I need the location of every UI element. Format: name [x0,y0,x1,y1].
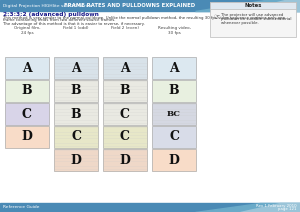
Bar [54,103,98,125]
Bar [152,103,196,125]
Bar [210,2,296,37]
Text: Reference Guide: Reference Guide [3,205,40,209]
Text: A: A [120,61,130,74]
Text: Digital Projection HIGHlite sxiii 3D Series: Digital Projection HIGHlite sxiii 3D Ser… [3,4,92,7]
Bar [152,149,196,171]
Text: BC: BC [167,110,181,118]
Text: D: D [120,153,130,166]
Bar [152,57,196,79]
Text: A: A [169,61,179,74]
Text: C: C [120,107,130,120]
Bar [103,57,147,79]
Polygon shape [195,0,300,11]
Text: Field 2 (even): Field 2 (even) [111,26,139,30]
Text: B: B [71,107,81,120]
Text: A: A [22,61,32,74]
Bar [152,80,196,102]
Bar [0,203,300,212]
Text: Rev 1 February 2010: Rev 1 February 2010 [256,204,297,208]
Text: FRAME RATES AND PULLDOWNS EXPLAINED: FRAME RATES AND PULLDOWNS EXPLAINED [64,3,196,8]
Bar [103,103,147,125]
Text: C: C [120,131,130,144]
Bar [54,126,98,148]
Text: C: C [71,131,81,144]
Text: frame containing fields from two different source frames.: frame containing fields from two differe… [3,18,116,22]
Text: B: B [22,85,32,98]
Text: This method is very similar to the normal pulldown. Unlike the normal pulldown m: This method is very similar to the norma… [3,15,285,20]
Bar [103,149,147,171]
Bar [54,57,98,79]
Text: The advantage of this method is that it is easier to reverse, if necessary.: The advantage of this method is that it … [3,22,145,26]
Text: ☞: ☞ [213,14,219,20]
Text: pulldown on suitable video material: pulldown on suitable video material [221,17,292,21]
Text: D: D [70,153,81,166]
Text: page 121: page 121 [278,207,297,211]
Bar [5,57,49,79]
Bar [54,149,98,171]
Bar [0,0,300,11]
Text: B: B [169,85,179,98]
Text: whenever possible.: whenever possible. [221,21,259,25]
Text: D: D [169,153,179,166]
Bar [103,126,147,148]
Text: Field 1 (odd): Field 1 (odd) [63,26,89,30]
Text: C: C [22,107,32,120]
Bar [54,80,98,102]
Bar [103,80,147,102]
Bar [152,126,196,148]
Text: Original film,
24 fps: Original film, 24 fps [14,26,40,35]
Text: D: D [22,131,32,144]
Bar [5,80,49,102]
Polygon shape [240,203,300,212]
Text: C: C [169,131,179,144]
Text: The projector will use advanced: The projector will use advanced [221,13,284,17]
Text: 2:3:3:2 (advanced) pulldown: 2:3:3:2 (advanced) pulldown [3,12,99,17]
Text: B: B [120,85,130,98]
Text: Notes: Notes [244,3,262,8]
Text: A: A [71,61,81,74]
Bar [5,126,49,148]
Text: Resulting video,
30 fps: Resulting video, 30 fps [158,26,190,35]
Polygon shape [195,203,300,212]
Text: B: B [71,85,81,98]
Bar [5,103,49,125]
Polygon shape [240,0,300,11]
Bar [210,2,296,9]
